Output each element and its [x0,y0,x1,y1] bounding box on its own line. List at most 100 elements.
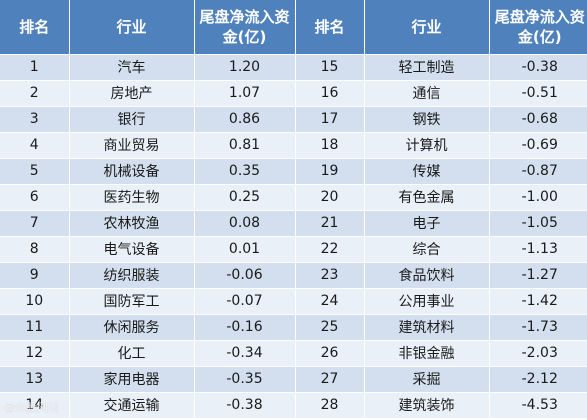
header-amount-right: 尾盘净流入资金(亿) [489,0,587,54]
rank-cell: 21 [295,209,365,236]
table-row: 3 银行 0.86 17 钢铁 -0.68 [0,105,587,132]
table-row: 6 医药生物 0.25 20 有色金属 -1.00 [0,183,587,210]
industry-cell: 房地产 [69,79,195,106]
rank-cell: 18 [295,131,365,158]
industry-cell: 采掘 [364,365,490,392]
rank-cell: 1 [0,53,70,80]
table-row: 7 农林牧渔 0.08 21 电子 -1.05 [0,209,587,236]
amount-cell: -1.00 [489,183,587,210]
industry-cell: 食品饮料 [364,261,490,288]
table-row: 10 国防军工 -0.07 24 公用事业 -1.42 [0,287,587,314]
rank-cell: 20 [295,183,365,210]
header-row: 排名 行业 尾盘净流入资金(亿) 排名 行业 尾盘净流入资金(亿) [0,0,587,54]
amount-cell: 1.07 [194,79,296,106]
amount-cell: -1.27 [489,261,587,288]
amount-cell: -4.53 [489,391,587,418]
rank-cell: 25 [295,313,365,340]
industry-cell: 汽车 [69,53,195,80]
industry-cell: 电气设备 [69,235,195,262]
header-rank-left: 排名 [0,0,70,54]
industry-cell: 国防军工 [69,287,195,314]
amount-cell: -1.42 [489,287,587,314]
industry-cell: 家用电器 [69,365,195,392]
rank-cell: 14 [0,391,70,418]
industry-cell: 有色金属 [364,183,490,210]
header-industry-left: 行业 [69,0,195,54]
industry-cell: 电子 [364,209,490,236]
table-row: 14 交通运输 -0.38 28 建筑装饰 -4.53 [0,391,587,418]
amount-cell: -2.12 [489,365,587,392]
rank-cell: 10 [0,287,70,314]
header-industry-right: 行业 [364,0,490,54]
amount-cell: -1.73 [489,313,587,340]
table-body: 1 汽车 1.20 15 轻工制造 -0.38 2 房地产 1.07 16 通信 -0.51 3 银行 0.… [0,53,587,418]
header-amount-left: 尾盘净流入资金(亿) [194,0,296,54]
amount-cell: -1.13 [489,235,587,262]
table-row: 9 纺织服装 -0.06 23 食品饮料 -1.27 [0,261,587,288]
amount-cell: -0.38 [194,391,296,418]
industry-cell: 交通运输 [69,391,195,418]
table-row: 5 机械设备 0.35 19 传媒 -0.87 [0,157,587,184]
amount-cell: -0.38 [489,53,587,80]
amount-cell: -0.35 [194,365,296,392]
header-rank-right: 排名 [295,0,365,54]
rank-cell: 23 [295,261,365,288]
amount-cell: -0.16 [194,313,296,340]
amount-cell: -0.34 [194,339,296,366]
rank-cell: 9 [0,261,70,288]
industry-cell: 建筑材料 [364,313,490,340]
rank-cell: 22 [295,235,365,262]
table-row: 4 商业贸易 0.81 18 计算机 -0.69 [0,131,587,158]
industry-cell: 轻工制造 [364,53,490,80]
amount-cell: -0.07 [194,287,296,314]
rank-cell: 6 [0,183,70,210]
amount-cell: 0.81 [194,131,296,158]
rank-cell: 5 [0,157,70,184]
industry-cell: 综合 [364,235,490,262]
amount-cell: -0.68 [489,105,587,132]
industry-cell: 钢铁 [364,105,490,132]
rank-cell: 19 [295,157,365,184]
rank-cell: 17 [295,105,365,132]
industry-cell: 银行 [69,105,195,132]
industry-cell: 建筑装饰 [364,391,490,418]
rank-cell: 24 [295,287,365,314]
table-row: 2 房地产 1.07 16 通信 -0.51 [0,79,587,106]
rank-cell: 13 [0,365,70,392]
industry-cell: 公用事业 [364,287,490,314]
industry-cell: 商业贸易 [69,131,195,158]
amount-cell: 0.86 [194,105,296,132]
rank-cell: 7 [0,209,70,236]
industry-cell: 计算机 [364,131,490,158]
amount-cell: 0.01 [194,235,296,262]
table-row: 13 家用电器 -0.35 27 采掘 -2.12 [0,365,587,392]
rank-cell: 3 [0,105,70,132]
rank-cell: 2 [0,79,70,106]
industry-cell: 化工 [69,339,195,366]
industry-cell: 农林牧渔 [69,209,195,236]
amount-cell: 0.25 [194,183,296,210]
table-header: 排名 行业 尾盘净流入资金(亿) 排名 行业 尾盘净流入资金(亿) [0,0,587,54]
industry-cell: 通信 [364,79,490,106]
rank-cell: 12 [0,339,70,366]
amount-cell: 0.35 [194,157,296,184]
industry-cell: 纺织服装 [69,261,195,288]
amount-cell: 0.08 [194,209,296,236]
rank-cell: 15 [295,53,365,80]
amount-cell: -0.51 [489,79,587,106]
rank-cell: 11 [0,313,70,340]
amount-cell: -1.05 [489,209,587,236]
table-row: 8 电气设备 0.01 22 综合 -1.13 [0,235,587,262]
industry-cell: 非银金融 [364,339,490,366]
rank-cell: 4 [0,131,70,158]
table-row: 1 汽车 1.20 15 轻工制造 -0.38 [0,53,587,80]
table-row: 11 休闲服务 -0.16 25 建筑材料 -1.73 [0,313,587,340]
rank-cell: 27 [295,365,365,392]
industry-cell: 医药生物 [69,183,195,210]
rank-cell: 16 [295,79,365,106]
amount-cell: -0.69 [489,131,587,158]
rank-cell: 28 [295,391,365,418]
rank-cell: 26 [295,339,365,366]
amount-cell: -2.03 [489,339,587,366]
